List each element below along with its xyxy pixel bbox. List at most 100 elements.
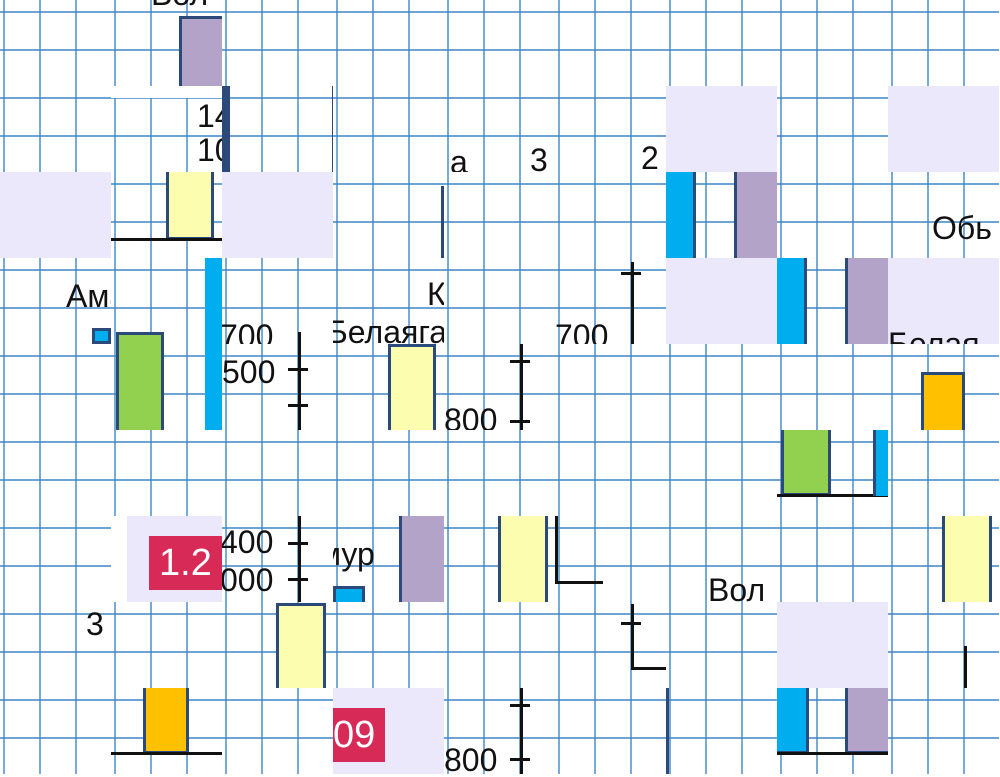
puzzle-tile[interactable] [555, 344, 666, 430]
puzzle-tile[interactable] [666, 430, 777, 516]
puzzle-tile[interactable] [111, 688, 222, 774]
puzzle-tile[interactable] [777, 688, 888, 774]
chart-bar [399, 516, 444, 602]
puzzle-tile[interactable]: 2 [555, 86, 666, 172]
chart-axis [111, 752, 222, 755]
grid-pattern [0, 516, 111, 602]
puzzle-tile[interactable] [333, 86, 444, 172]
puzzle-tile[interactable]: 700 [555, 258, 666, 344]
puzzle-tile[interactable]: а 3 [444, 86, 555, 172]
tile-label: 400 [222, 524, 274, 560]
puzzle-tile[interactable] [666, 258, 777, 344]
puzzle-tile[interactable] [111, 430, 222, 516]
puzzle-tile[interactable] [555, 430, 666, 516]
puzzle-tile[interactable] [666, 86, 777, 172]
puzzle-tile[interactable] [0, 0, 111, 86]
puzzle-tile[interactable] [666, 344, 777, 430]
puzzle-tile[interactable]: 3 [0, 602, 111, 688]
puzzle-tile[interactable] [555, 602, 666, 688]
puzzle-tile[interactable] [777, 602, 888, 688]
puzzle-tile[interactable] [666, 172, 777, 258]
puzzle-tile[interactable] [111, 172, 222, 258]
puzzle-tile[interactable] [555, 688, 666, 774]
puzzle-tile[interactable] [555, 172, 666, 258]
puzzle-tile[interactable]: Обь [888, 172, 999, 258]
puzzle-tile[interactable] [0, 344, 111, 430]
puzzle-tile[interactable] [0, 86, 111, 172]
puzzle-tile[interactable] [777, 344, 888, 430]
puzzle-tile[interactable] [444, 172, 555, 258]
puzzle-tile[interactable] [777, 86, 888, 172]
puzzle-tile[interactable] [888, 516, 999, 602]
puzzle-tile[interactable] [333, 602, 444, 688]
puzzle-tile[interactable]: Вол [111, 0, 222, 86]
puzzle-tile[interactable] [777, 0, 888, 86]
puzzle-tile[interactable] [222, 688, 333, 774]
chart-tick [510, 758, 530, 761]
puzzle-tile[interactable] [111, 602, 222, 688]
puzzle-tile[interactable] [888, 86, 999, 172]
puzzle-tile[interactable] [0, 516, 111, 602]
puzzle-tile[interactable] [333, 172, 444, 258]
puzzle-tile[interactable] [222, 602, 333, 688]
puzzle-tile[interactable] [777, 172, 888, 258]
puzzle-tile[interactable]: 09 [333, 688, 444, 774]
puzzle-tile[interactable] [777, 258, 888, 344]
puzzle-tile[interactable] [333, 430, 444, 516]
puzzle-tile[interactable] [444, 516, 555, 602]
puzzle-tile[interactable]: 500 [222, 344, 333, 430]
puzzle-tile[interactable] [222, 430, 333, 516]
chart-bar [942, 516, 992, 602]
puzzle-tile[interactable]: мур [333, 516, 444, 602]
puzzle-tile[interactable] [888, 430, 999, 516]
tile-label: Вол [708, 572, 766, 602]
puzzle-tile[interactable] [666, 0, 777, 86]
puzzle-tile[interactable] [777, 516, 888, 602]
grid-pattern [444, 602, 555, 688]
puzzle-tile[interactable] [444, 430, 555, 516]
puzzle-tile[interactable] [0, 172, 111, 258]
puzzle-tile[interactable] [444, 258, 555, 344]
puzzle-tile[interactable] [666, 602, 777, 688]
tile-label: Белая [888, 326, 980, 344]
puzzle-tile[interactable]: К 1Белаяга [333, 258, 444, 344]
puzzle-tile[interactable] [555, 516, 666, 602]
puzzle-tile[interactable] [222, 86, 333, 172]
puzzle-tile[interactable] [111, 344, 222, 430]
value-badge: 1.2 [149, 536, 222, 590]
puzzle-tile[interactable] [111, 258, 222, 344]
chart-bar [333, 586, 365, 602]
chart-bar [666, 172, 696, 258]
puzzle-tile[interactable]: 700 [222, 258, 333, 344]
puzzle-tile[interactable]: 400 000 [222, 516, 333, 602]
puzzle-tile[interactable] [222, 0, 333, 86]
puzzle-tile[interactable]: Амама [0, 258, 111, 344]
grid-pattern [0, 344, 111, 430]
puzzle-tile[interactable] [777, 430, 888, 516]
puzzle-tile[interactable] [666, 688, 777, 774]
puzzle-tile[interactable] [444, 0, 555, 86]
puzzle-tile[interactable] [888, 344, 999, 430]
puzzle-tile[interactable] [555, 0, 666, 86]
puzzle-tile[interactable]: 1.2 [111, 516, 222, 602]
puzzle-tile[interactable]: 800 [444, 344, 555, 430]
puzzle-tile[interactable]: Белая [888, 258, 999, 344]
chart-tick [288, 404, 308, 407]
puzzle-tile[interactable] [0, 430, 111, 516]
puzzle-tile[interactable] [333, 0, 444, 86]
puzzle-tile[interactable] [888, 602, 999, 688]
puzzle-tile[interactable]: 800 [444, 688, 555, 774]
puzzle-tile[interactable] [888, 0, 999, 86]
chart-bar [179, 16, 222, 86]
puzzle-tile[interactable] [888, 688, 999, 774]
puzzle-tile[interactable]: 14 10 [111, 86, 222, 172]
puzzle-tile[interactable]: Вол [666, 516, 777, 602]
puzzle-tile[interactable] [222, 172, 333, 258]
chart-bar [143, 688, 189, 754]
chart-bar-edge [222, 86, 230, 172]
puzzle-tile[interactable] [444, 602, 555, 688]
chart-axis [298, 332, 301, 344]
puzzle-tile[interactable] [0, 688, 111, 774]
puzzle-tile[interactable] [333, 344, 444, 430]
